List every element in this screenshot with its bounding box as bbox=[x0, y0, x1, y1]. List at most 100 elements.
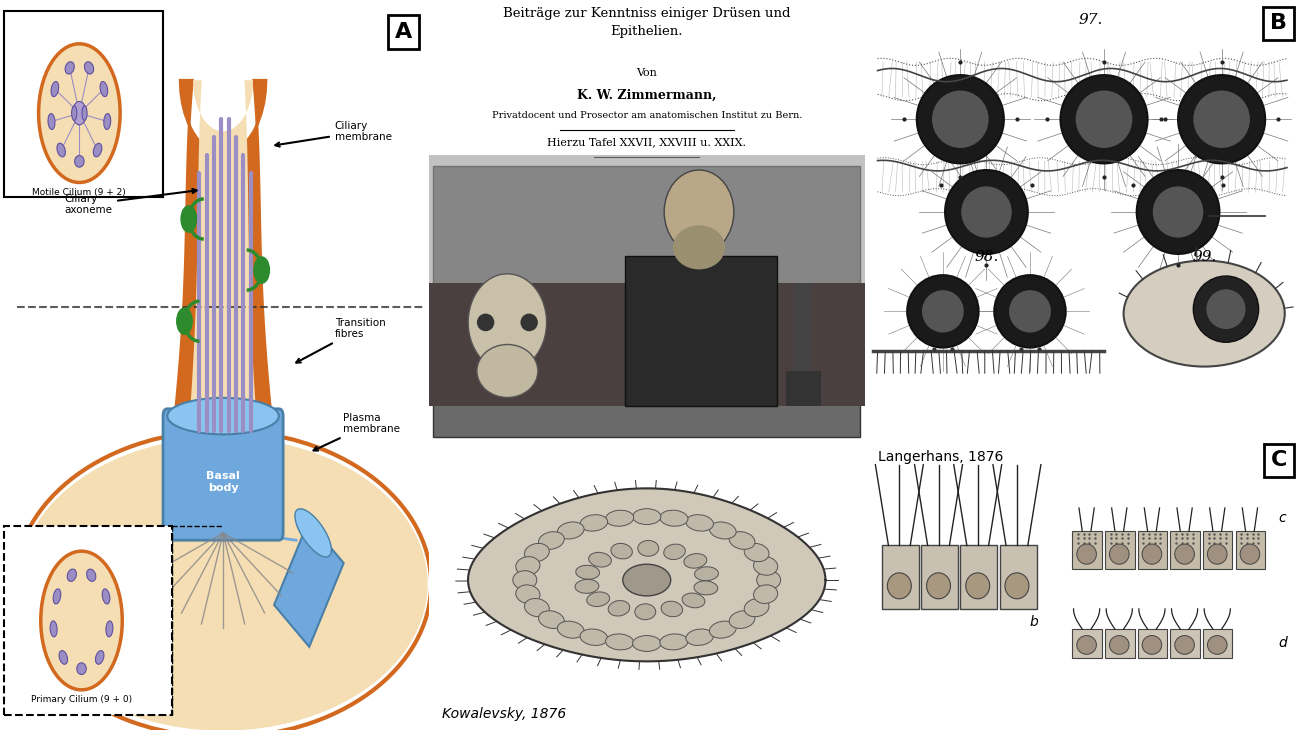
Ellipse shape bbox=[468, 274, 546, 371]
Polygon shape bbox=[274, 521, 343, 647]
Ellipse shape bbox=[634, 604, 655, 620]
Bar bbox=[1202, 531, 1232, 569]
Text: b: b bbox=[1030, 615, 1039, 629]
Ellipse shape bbox=[575, 580, 599, 593]
Ellipse shape bbox=[51, 621, 57, 637]
Bar bbox=[433, 166, 861, 437]
Ellipse shape bbox=[68, 569, 77, 581]
Ellipse shape bbox=[104, 114, 110, 129]
Ellipse shape bbox=[51, 82, 58, 96]
Ellipse shape bbox=[74, 155, 85, 167]
FancyBboxPatch shape bbox=[162, 409, 283, 540]
Circle shape bbox=[945, 170, 1028, 254]
Ellipse shape bbox=[710, 621, 736, 638]
Ellipse shape bbox=[694, 566, 719, 581]
Ellipse shape bbox=[1175, 544, 1195, 564]
Ellipse shape bbox=[65, 62, 74, 74]
Text: Langerhans, 1876: Langerhans, 1876 bbox=[878, 450, 1002, 464]
Ellipse shape bbox=[673, 226, 725, 269]
Ellipse shape bbox=[1076, 636, 1096, 654]
Ellipse shape bbox=[888, 573, 911, 599]
Ellipse shape bbox=[524, 599, 550, 617]
Ellipse shape bbox=[524, 543, 550, 561]
Bar bbox=[1202, 629, 1232, 658]
Ellipse shape bbox=[512, 571, 537, 589]
Ellipse shape bbox=[633, 509, 660, 525]
Ellipse shape bbox=[966, 573, 989, 599]
Bar bbox=[1170, 629, 1200, 658]
Circle shape bbox=[254, 257, 269, 283]
Ellipse shape bbox=[53, 589, 61, 604]
Ellipse shape bbox=[1076, 544, 1096, 564]
Ellipse shape bbox=[538, 611, 564, 629]
Polygon shape bbox=[185, 80, 261, 489]
Ellipse shape bbox=[576, 565, 599, 579]
Polygon shape bbox=[168, 80, 280, 489]
Ellipse shape bbox=[664, 170, 733, 254]
Text: d: d bbox=[1278, 637, 1287, 650]
Circle shape bbox=[907, 275, 979, 347]
Ellipse shape bbox=[1240, 544, 1260, 564]
Ellipse shape bbox=[48, 114, 55, 129]
Text: Transition
fibres: Transition fibres bbox=[296, 318, 385, 363]
Ellipse shape bbox=[95, 650, 104, 664]
Ellipse shape bbox=[664, 544, 685, 560]
Ellipse shape bbox=[1109, 544, 1130, 564]
Ellipse shape bbox=[608, 601, 629, 616]
Ellipse shape bbox=[754, 557, 777, 575]
Ellipse shape bbox=[516, 557, 540, 575]
Ellipse shape bbox=[20, 438, 426, 730]
Text: K. W. Zimmermann,: K. W. Zimmermann, bbox=[577, 88, 716, 101]
Ellipse shape bbox=[586, 592, 610, 607]
Ellipse shape bbox=[1005, 573, 1028, 599]
Ellipse shape bbox=[686, 515, 714, 531]
Bar bbox=[429, 155, 864, 310]
Ellipse shape bbox=[684, 553, 707, 568]
Ellipse shape bbox=[105, 621, 113, 637]
Ellipse shape bbox=[516, 585, 540, 604]
Ellipse shape bbox=[744, 543, 770, 561]
Ellipse shape bbox=[1175, 636, 1195, 654]
Ellipse shape bbox=[168, 398, 280, 434]
Text: Beiträge zur Kenntniss einiger Drüsen und
Epithelien.: Beiträge zur Kenntniss einiger Drüsen un… bbox=[503, 7, 790, 38]
Ellipse shape bbox=[72, 106, 77, 120]
Ellipse shape bbox=[1143, 636, 1162, 654]
Text: Ciliary
membrane: Ciliary membrane bbox=[276, 120, 391, 147]
Bar bbox=[1000, 545, 1036, 609]
Text: 99.: 99. bbox=[1192, 250, 1217, 264]
Ellipse shape bbox=[606, 634, 633, 650]
Circle shape bbox=[1153, 186, 1204, 237]
Text: Primary Cilium (9 + 0): Primary Cilium (9 + 0) bbox=[31, 695, 133, 704]
Circle shape bbox=[1178, 75, 1265, 164]
Bar bbox=[4, 11, 162, 197]
Ellipse shape bbox=[82, 106, 87, 120]
Circle shape bbox=[916, 75, 1004, 164]
Bar bbox=[794, 283, 812, 371]
Ellipse shape bbox=[686, 629, 714, 645]
Ellipse shape bbox=[1123, 261, 1284, 366]
Ellipse shape bbox=[694, 581, 718, 595]
Bar bbox=[1138, 531, 1167, 569]
Bar bbox=[922, 545, 958, 609]
Ellipse shape bbox=[1143, 544, 1162, 564]
Ellipse shape bbox=[295, 509, 332, 557]
Bar bbox=[429, 283, 864, 407]
Text: c: c bbox=[1278, 511, 1286, 526]
Ellipse shape bbox=[558, 621, 584, 638]
Ellipse shape bbox=[87, 569, 96, 581]
Circle shape bbox=[181, 206, 196, 232]
Ellipse shape bbox=[77, 663, 86, 675]
Ellipse shape bbox=[757, 571, 781, 589]
Circle shape bbox=[40, 551, 122, 690]
Text: B: B bbox=[1270, 13, 1287, 34]
Circle shape bbox=[1193, 91, 1249, 148]
Text: C: C bbox=[1270, 450, 1287, 470]
Bar bbox=[961, 545, 997, 609]
Text: Ciliary
axoneme: Ciliary axoneme bbox=[64, 189, 196, 215]
Circle shape bbox=[1075, 91, 1132, 148]
Bar bbox=[1170, 531, 1200, 569]
Bar bbox=[1105, 629, 1135, 658]
Ellipse shape bbox=[1208, 636, 1227, 654]
Text: Motile Cilium (9 + 2): Motile Cilium (9 + 2) bbox=[32, 188, 126, 197]
Ellipse shape bbox=[710, 522, 736, 539]
